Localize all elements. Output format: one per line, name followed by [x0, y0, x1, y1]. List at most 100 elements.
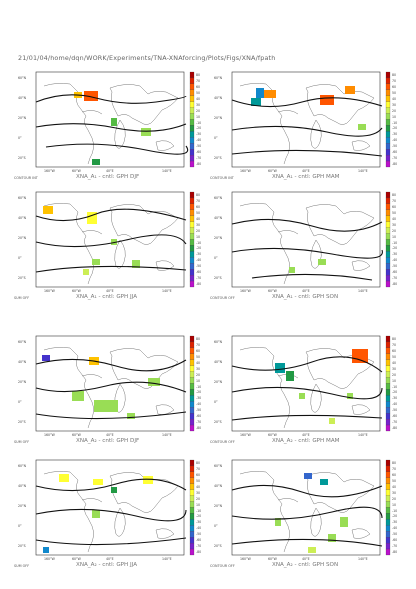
colorbar-label: 40 [196, 96, 201, 101]
map-frame [35, 191, 185, 288]
colorbar-swatch [385, 483, 391, 490]
colorbar-label: 70 [196, 342, 201, 347]
map-svg [231, 335, 391, 432]
colorbar-swatch [189, 221, 195, 228]
colorbar-label: 60 [196, 472, 201, 477]
colorbar-swatch [189, 280, 195, 288]
colorbar-swatch [189, 525, 195, 532]
colorbar-label: 50 [196, 90, 201, 95]
colorbar-label: -30 [196, 396, 202, 401]
colorbar-swatch [189, 395, 195, 402]
contour-line [35, 358, 187, 420]
colorbar-label: -60 [392, 414, 398, 419]
colorbar-label: -50 [392, 264, 398, 269]
colorbar-label: 30 [196, 222, 201, 227]
colorbar-label: 60 [196, 204, 201, 209]
colorbar-label: 30 [392, 102, 397, 107]
colorbar-label: 60 [196, 84, 201, 89]
lat-label: 20°S [18, 156, 26, 160]
colorbar-label: -40 [196, 258, 202, 263]
colorbar-swatch [385, 519, 391, 526]
colorbar-label: 30 [392, 366, 397, 371]
colorbar-swatch [385, 341, 391, 348]
colorbar-swatch [385, 119, 391, 126]
colorbar-label: 40 [196, 360, 201, 365]
colorbar-swatch [385, 251, 391, 258]
lat-label: 0° [214, 400, 218, 404]
lon-label: 160°W [44, 169, 55, 173]
colorbar-swatch [385, 501, 391, 508]
lon-label: 160°W [44, 433, 55, 437]
lon-label: 160°W [240, 169, 251, 173]
colorbar-swatch [189, 131, 195, 138]
anomaly-cell [43, 206, 53, 214]
lat-label: 40°N [214, 96, 223, 100]
colorbar-label: 50 [392, 478, 397, 483]
panel-title: XNA_A₁ - cntl: GPH MAM [272, 174, 340, 180]
colorbar-swatch [189, 371, 195, 378]
colorbar-label: 50 [392, 354, 397, 359]
lat-label: 0° [214, 256, 218, 260]
lon-label: 60°W [72, 433, 81, 437]
colorbar-swatch [189, 424, 195, 432]
colorbar-swatch [385, 143, 391, 150]
colorbar-label: -10 [392, 240, 398, 245]
lon-label: 160°W [240, 433, 251, 437]
anomaly-cell [111, 239, 117, 245]
colorbar-label: -70 [392, 156, 398, 161]
colorbar-swatch [189, 419, 195, 426]
colorbar-label: -40 [196, 526, 202, 531]
lon-label: 140°E [162, 433, 172, 437]
colorbar-label: -60 [392, 150, 398, 155]
lon-label: 60°W [72, 557, 81, 561]
lat-label: 60°N [18, 76, 27, 80]
anomaly-cell [275, 518, 281, 526]
lon-label: 60°W [72, 289, 81, 293]
lat-label: 0° [18, 256, 22, 260]
map-panel: 80 70 60 50 40 30 20 10 -10 -20 -30 -40 -50 -60 -70 -80… [14, 186, 214, 308]
colorbar-swatch [385, 245, 391, 252]
lon-label: 40°E [106, 433, 114, 437]
colorbar-label: 80 [196, 461, 201, 465]
anomaly-cell [43, 547, 49, 553]
colorbar-swatch [189, 531, 195, 538]
colorbar-swatch [385, 471, 391, 478]
contour-line [231, 218, 383, 281]
colorbar-label: -80 [196, 162, 202, 167]
colorbar-label: 70 [196, 198, 201, 203]
colorbar-label: 10 [392, 114, 397, 119]
colorbar-swatch [189, 377, 195, 384]
colorbar-swatch [189, 401, 195, 408]
colorbar-label: 50 [392, 90, 397, 95]
colorbar-swatch [189, 149, 195, 156]
colorbar-swatch [385, 160, 391, 168]
lat-label: 40°N [214, 360, 223, 364]
lat-label: 60°N [214, 464, 223, 468]
map-frame [231, 71, 381, 168]
anomaly-cell [132, 260, 140, 268]
anomaly-cell [84, 91, 98, 101]
colorbar-swatch [189, 263, 195, 270]
panel-note: SUM OFF [14, 296, 30, 300]
colorbar-swatch [385, 335, 391, 343]
anomaly-cell [127, 413, 135, 419]
colorbar-label: 60 [196, 348, 201, 353]
colorbar-label: -40 [392, 138, 398, 143]
lat-label: 20°S [18, 276, 26, 280]
lat-label: 20°S [214, 156, 222, 160]
anomaly-cell [92, 510, 100, 518]
colorbar-label: 60 [392, 204, 397, 209]
colorbar-label: -10 [196, 508, 202, 513]
anomaly-cell [264, 90, 276, 98]
anomaly-cell [72, 391, 84, 401]
colorbar-swatch [385, 489, 391, 496]
anomaly-cell [318, 259, 326, 265]
anomaly-cell [92, 259, 100, 265]
contour-line [35, 478, 187, 546]
colorbar-label: -60 [196, 270, 202, 275]
lat-label: 20°S [214, 544, 222, 548]
colorbar-swatch [385, 413, 391, 420]
colorbar-label: 20 [392, 228, 397, 233]
colorbar-label: 30 [196, 490, 201, 495]
colorbar-swatch [189, 203, 195, 210]
